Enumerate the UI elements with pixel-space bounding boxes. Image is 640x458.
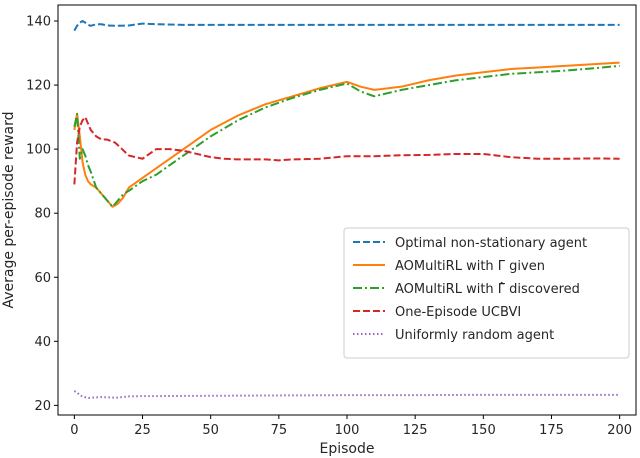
legend-label-1: Optimal non-stationary agent [395,236,587,251]
series-line-4 [73,116,620,185]
legend-label-4: One-Episode UCBVI [395,305,521,320]
y-tick-label: 20 [34,399,51,414]
legend-box [343,227,630,359]
legend: Optimal non-stationary agent AOMultiRL wi… [343,227,630,359]
x-tick-label: 75 [271,423,288,438]
series-line-2 [73,61,620,208]
x-tick-label: 100 [335,423,360,438]
series-line-5 [73,390,620,400]
x-tick-label: 0 [70,423,78,438]
series-layer [73,20,620,400]
y-axis: 20 40 60 80 100 120 140 [26,15,58,414]
y-axis-label: Average per-episode reward [1,111,17,308]
x-tick-label: 125 [403,423,428,438]
legend-label-5: Uniformly random agent [395,328,554,343]
series-line-1 [73,20,620,32]
legend-label-3: AOMultiRL with Γ̂ discovered [395,282,580,297]
y-tick-label: 100 [26,143,51,158]
x-tick-label: 150 [471,423,496,438]
x-axis-label: Episode [320,441,375,457]
x-tick-label: 50 [202,423,219,438]
y-tick-label: 140 [26,15,51,30]
y-tick-label: 40 [34,335,51,350]
y-tick-label: 60 [34,271,51,286]
legend-label-2: AOMultiRL with Γ given [395,259,545,274]
x-tick-label: 200 [607,423,632,438]
x-tick-label: 25 [134,423,151,438]
x-tick-label: 175 [539,423,564,438]
series-line-3 [73,64,620,208]
y-tick-label: 120 [26,79,51,94]
x-axis: 0 25 50 75 100 125 150 175 200 [70,415,632,438]
y-tick-label: 80 [34,207,51,222]
